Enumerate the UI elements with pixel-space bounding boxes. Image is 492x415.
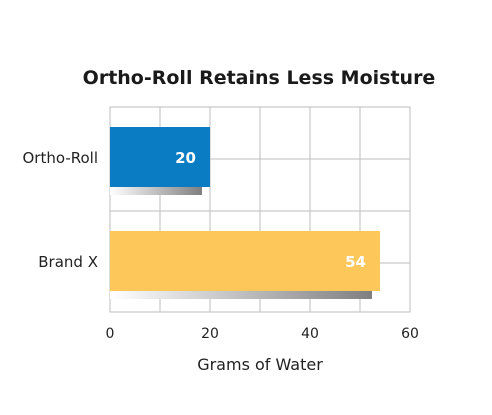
category-label: Brand X [38,253,98,271]
bar-shadow [110,291,372,299]
x-tick-label: 20 [201,326,219,342]
x-tick-label: 0 [106,326,115,342]
x-tick-label: 40 [301,326,319,342]
plot-frame [109,106,411,313]
bar-shadow [110,187,202,195]
category-label: Ortho-Roll [23,149,99,167]
labels: 20 Ortho-Roll 54 Brand X 0 20 40 60 [23,149,419,342]
bar-brand-x [110,231,380,291]
chart-title: Ortho-Roll Retains Less Moisture [83,67,436,89]
data-label: 20 [175,149,196,167]
bars [110,127,380,299]
x-tick-label: 60 [401,326,419,342]
bar-ortho-roll [110,127,210,187]
x-axis-title: Grams of Water [197,355,323,374]
data-label: 54 [345,253,366,271]
